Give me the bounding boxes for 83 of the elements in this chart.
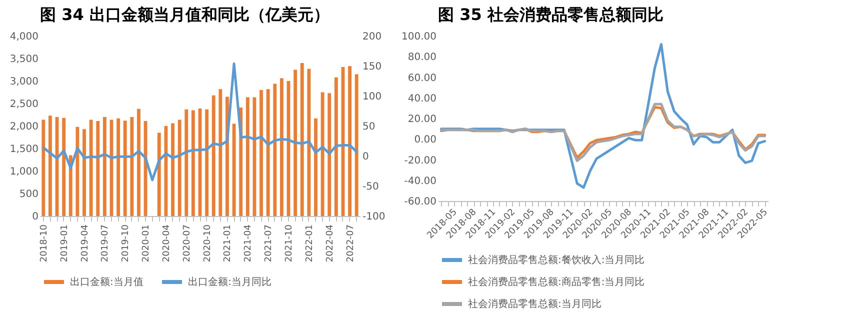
y-tick-label: -20.00 bbox=[404, 155, 436, 166]
bar bbox=[354, 74, 358, 216]
bar bbox=[205, 109, 209, 216]
x-tick-label: 2020-10 bbox=[202, 224, 213, 262]
bar bbox=[178, 120, 182, 216]
x-tick-label: 2022-04 bbox=[325, 224, 336, 262]
y-tick-label: 4,000 bbox=[10, 32, 38, 42]
bar bbox=[266, 89, 270, 216]
bar bbox=[102, 117, 106, 216]
x-tick-label: 2021-10 bbox=[284, 224, 295, 262]
y-tick-label: 500 bbox=[19, 189, 38, 200]
legend-label: 出口金额:当月同比 bbox=[188, 276, 272, 288]
bar bbox=[130, 117, 134, 216]
bar bbox=[273, 84, 277, 216]
bar bbox=[123, 120, 127, 216]
y-tick-label: 100.00 bbox=[402, 32, 436, 42]
bar bbox=[314, 118, 318, 216]
y-tick-label: 0 bbox=[32, 212, 38, 222]
chart-title: 图 34 出口金额当月值和同比（亿美元） bbox=[40, 5, 330, 24]
y2-tick-label: 0 bbox=[362, 152, 369, 162]
x-tick-label: 2021-04 bbox=[244, 224, 254, 262]
bar bbox=[218, 89, 222, 216]
y2-tick-label: 200 bbox=[362, 32, 382, 42]
bar bbox=[280, 78, 284, 216]
bar bbox=[116, 118, 120, 216]
bar bbox=[82, 129, 86, 216]
bar bbox=[260, 90, 263, 216]
bar bbox=[76, 126, 80, 216]
bar bbox=[96, 121, 100, 216]
x-tick-label: 2020-04 bbox=[162, 224, 172, 262]
bar bbox=[334, 77, 338, 216]
bar bbox=[62, 118, 66, 216]
bar bbox=[307, 68, 311, 216]
x-tick-label: 2022-01 bbox=[304, 224, 315, 262]
x-tick-label: 2020-07 bbox=[182, 224, 192, 262]
y-tick-label: 0.00 bbox=[414, 134, 436, 146]
x-tick-label: 2019-07 bbox=[100, 224, 111, 262]
x-tick-label: 2021-01 bbox=[223, 224, 234, 262]
bar bbox=[137, 108, 140, 216]
y-tick-label: 2,000 bbox=[10, 122, 38, 132]
y-tick-label: 80.00 bbox=[408, 52, 436, 64]
bar bbox=[48, 116, 52, 216]
y-tick-label: 20.00 bbox=[408, 114, 436, 125]
x-tick-label: 2019-01 bbox=[60, 224, 70, 262]
x-tick-label: 2020-01 bbox=[142, 224, 152, 262]
y-tick-label: 60.00 bbox=[408, 72, 436, 84]
line-series bbox=[42, 62, 358, 182]
bar bbox=[89, 120, 93, 216]
y2-tick-label: -50 bbox=[362, 182, 379, 192]
bar bbox=[171, 123, 174, 216]
bar bbox=[328, 93, 332, 216]
legend-label: 出口金额:当月值 bbox=[70, 276, 144, 288]
bar bbox=[212, 95, 216, 216]
bar bbox=[157, 132, 161, 216]
y-tick-label: 1,000 bbox=[10, 166, 38, 178]
y-tick-label: 1,500 bbox=[10, 144, 38, 155]
bar bbox=[246, 97, 250, 216]
y-tick-label: 2,500 bbox=[10, 99, 38, 110]
chart-title: 图 35 社会消费品零售总额同比 bbox=[438, 5, 664, 24]
bar bbox=[294, 70, 298, 216]
y2-tick-label: -100 bbox=[362, 212, 386, 222]
y2-tick-label: 150 bbox=[362, 62, 382, 72]
x-tick-label: 2018-10 bbox=[39, 224, 50, 262]
x-tick-label: 2019-04 bbox=[80, 224, 90, 262]
bar bbox=[300, 63, 304, 216]
x-tick-label: 2019-10 bbox=[121, 224, 132, 262]
bar bbox=[191, 110, 195, 216]
y-tick-label: -60.00 bbox=[404, 196, 436, 208]
legend-label: 社会消费品零售总额:商品零售:当月同比 bbox=[468, 276, 645, 288]
legend-label: 社会消费品零售总额:餐饮收入:当月同比 bbox=[468, 254, 645, 266]
y2-tick-label: 100 bbox=[362, 92, 382, 102]
y-tick-label: 3,500 bbox=[10, 54, 38, 65]
legend-label: 社会消费品零售总额:当月同比 bbox=[468, 298, 602, 310]
bar bbox=[42, 120, 46, 216]
bar bbox=[320, 92, 324, 216]
y-tick-label: -40.00 bbox=[404, 176, 436, 187]
bar bbox=[184, 109, 188, 216]
x-tick-label: 2022-07 bbox=[346, 224, 356, 262]
y-tick-label: 40.00 bbox=[408, 93, 436, 104]
y-tick-label: 3,000 bbox=[10, 76, 38, 88]
y2-tick-label: 50 bbox=[362, 122, 376, 132]
bar bbox=[348, 66, 352, 216]
x-tick-label: 2021-07 bbox=[264, 224, 274, 262]
